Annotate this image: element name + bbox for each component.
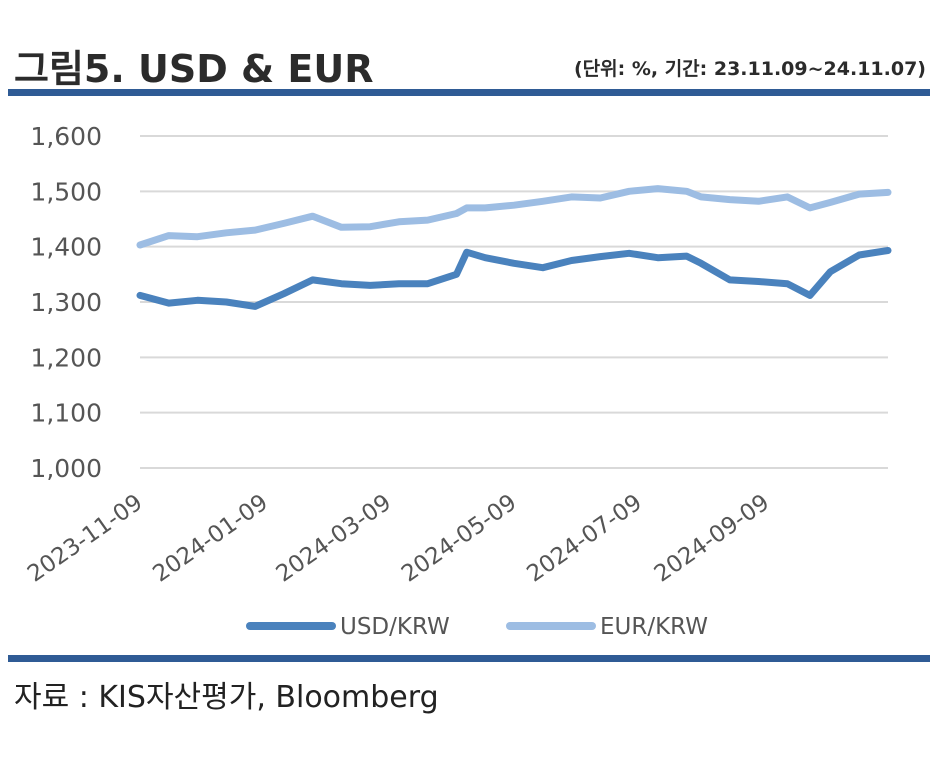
gridlines: [140, 135, 888, 469]
series-line-1: [136, 185, 892, 249]
y-tick-label: 1,600: [30, 122, 102, 151]
y-axis-ticks: 1,000 1,100 1,200 1,300 1,400 1,500 1,600: [30, 122, 102, 483]
series-lines: [136, 185, 892, 310]
x-tick-label: 2024-07-09: [522, 490, 646, 588]
bottom-divider: [8, 655, 930, 662]
source-note: 자료 : KIS자산평가, Bloomberg: [14, 680, 439, 715]
series-line-0: [136, 247, 892, 310]
y-tick-label: 1,400: [30, 233, 102, 262]
y-tick-label: 1,200: [30, 343, 102, 372]
y-tick-label: 1,000: [30, 454, 102, 483]
x-tick-label: 2024-03-09: [272, 490, 396, 588]
x-tick-label: 2024-01-09: [148, 490, 272, 588]
x-tick-label: 2024-09-09: [650, 490, 774, 588]
x-tick-label: 2023-11-09: [23, 490, 147, 588]
y-tick-label: 1,100: [30, 399, 102, 428]
unit-period-note: (단위: %, 기간: 23.11.09~24.11.07): [573, 58, 926, 80]
legend: USD/KRW EUR/KRW: [246, 614, 708, 640]
figure-title: 그림5. USD & EUR: [14, 47, 374, 91]
y-tick-label: 1,300: [30, 288, 102, 317]
top-divider: [8, 89, 930, 96]
legend-label: EUR/KRW: [600, 614, 708, 640]
y-tick-label: 1,500: [30, 177, 102, 206]
fx-line-chart: 1,000 1,100 1,200 1,300 1,400 1,500 1,600 2023…: [23, 122, 892, 640]
legend-label: USD/KRW: [340, 614, 450, 640]
x-tick-label: 2024-05-09: [397, 490, 521, 588]
